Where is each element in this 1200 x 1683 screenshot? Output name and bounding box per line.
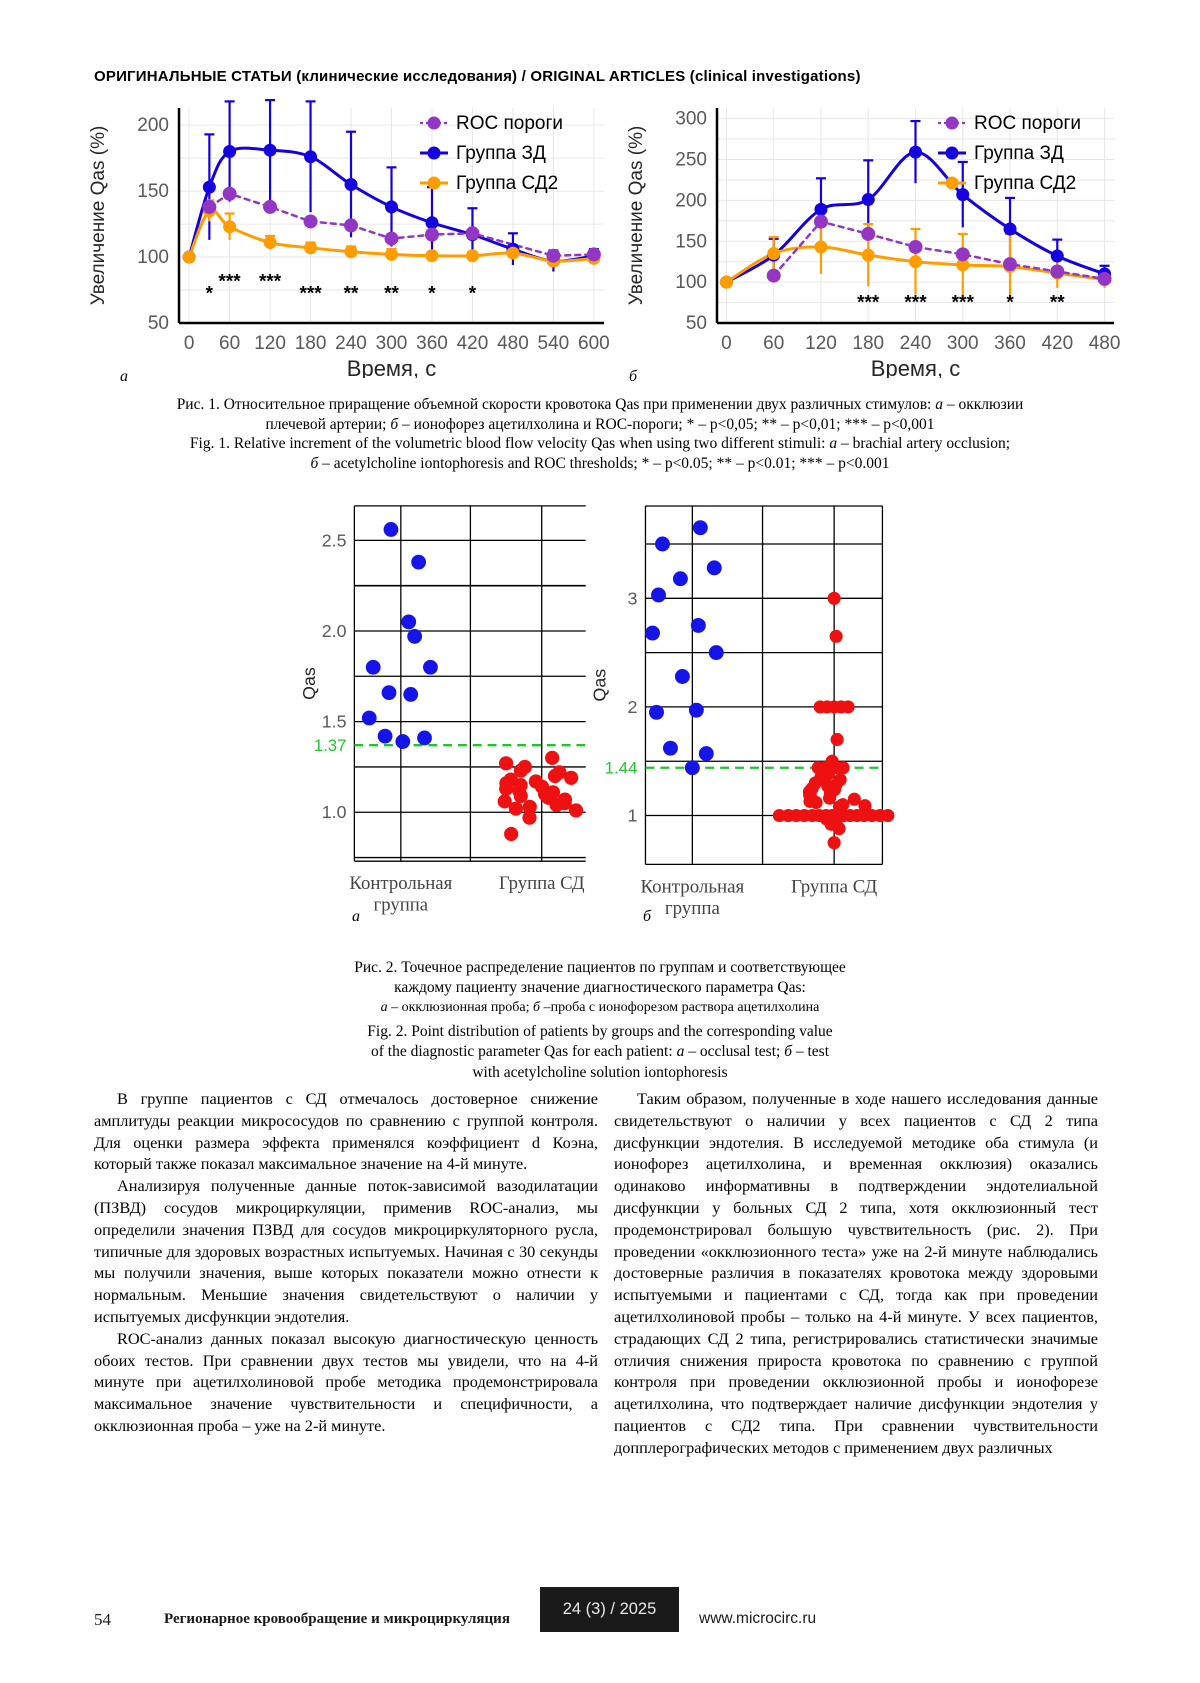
svg-text:Время, с: Время, с	[347, 356, 436, 378]
svg-text:240: 240	[900, 333, 932, 354]
svg-text:1: 1	[628, 805, 638, 825]
svg-text:***: ***	[857, 292, 880, 313]
svg-text:200: 200	[675, 190, 707, 211]
svg-text:240: 240	[335, 333, 367, 354]
svg-text:Группа ЗД: Группа ЗД	[456, 143, 546, 164]
svg-text:***: ***	[259, 271, 282, 292]
svg-text:Группа СД2: Группа СД2	[456, 173, 558, 194]
svg-text:60: 60	[763, 333, 784, 354]
svg-text:180: 180	[295, 333, 327, 354]
svg-text:1.37: 1.37	[314, 736, 347, 755]
svg-text:360: 360	[994, 333, 1026, 354]
svg-text:360: 360	[416, 333, 448, 354]
svg-text:150: 150	[675, 231, 707, 252]
svg-text:Группа СД2: Группа СД2	[974, 173, 1076, 194]
svg-text:180: 180	[852, 333, 884, 354]
svg-text:2: 2	[628, 697, 638, 717]
svg-text:Qas: Qas	[299, 667, 319, 700]
svg-text:540: 540	[538, 333, 570, 354]
svg-text:группа: группа	[374, 895, 429, 916]
svg-text:2.5: 2.5	[322, 530, 347, 550]
svg-text:420: 420	[457, 333, 489, 354]
svg-text:0: 0	[721, 333, 732, 354]
svg-text:Группа СД: Группа СД	[499, 873, 585, 894]
svg-text:2.0: 2.0	[322, 621, 347, 641]
svg-text:420: 420	[1041, 333, 1073, 354]
svg-text:Группа СД: Группа СД	[791, 876, 877, 897]
svg-text:0: 0	[184, 333, 195, 354]
svg-text:480: 480	[497, 333, 529, 354]
svg-text:50: 50	[148, 313, 169, 334]
svg-text:***: ***	[299, 283, 322, 304]
svg-text:Контрольная: Контрольная	[349, 873, 452, 894]
svg-text:300: 300	[675, 109, 707, 130]
svg-text:**: **	[344, 283, 359, 304]
svg-text:Увеличение Qas (%): Увеличение Qas (%)	[88, 126, 109, 306]
svg-text:300: 300	[376, 333, 408, 354]
svg-text:60: 60	[219, 333, 240, 354]
svg-text:100: 100	[675, 272, 707, 293]
svg-text:600: 600	[578, 333, 610, 354]
svg-text:100: 100	[137, 247, 169, 268]
svg-text:300: 300	[947, 333, 979, 354]
svg-text:***: ***	[904, 292, 927, 313]
svg-text:200: 200	[137, 115, 169, 136]
svg-text:150: 150	[137, 181, 169, 202]
svg-text:ROC пороги: ROC пороги	[456, 113, 563, 134]
svg-text:50: 50	[686, 313, 707, 334]
svg-text:**: **	[1050, 292, 1065, 313]
svg-text:Контрольная: Контрольная	[641, 876, 745, 897]
svg-text:Увеличение Qas (%): Увеличение Qas (%)	[626, 126, 647, 306]
svg-text:1.5: 1.5	[322, 712, 347, 732]
svg-text:480: 480	[1089, 333, 1121, 354]
svg-text:*: *	[428, 283, 436, 304]
svg-text:250: 250	[675, 150, 707, 171]
svg-text:120: 120	[805, 333, 837, 354]
svg-text:Группа ЗД: Группа ЗД	[974, 143, 1064, 164]
svg-text:3: 3	[628, 588, 638, 608]
svg-text:120: 120	[254, 333, 286, 354]
svg-text:1.44: 1.44	[605, 759, 638, 778]
svg-text:**: **	[384, 283, 399, 304]
svg-text:Время, с: Время, с	[871, 356, 960, 378]
svg-text:***: ***	[219, 271, 242, 292]
svg-text:*: *	[206, 283, 214, 304]
svg-text:*: *	[469, 283, 477, 304]
svg-text:***: ***	[952, 292, 975, 313]
svg-text:Qas: Qas	[590, 669, 610, 702]
svg-text:*: *	[1006, 292, 1014, 313]
svg-text:1.0: 1.0	[322, 802, 347, 822]
svg-text:группа: группа	[665, 898, 721, 919]
svg-text:ROC пороги: ROC пороги	[974, 113, 1081, 134]
